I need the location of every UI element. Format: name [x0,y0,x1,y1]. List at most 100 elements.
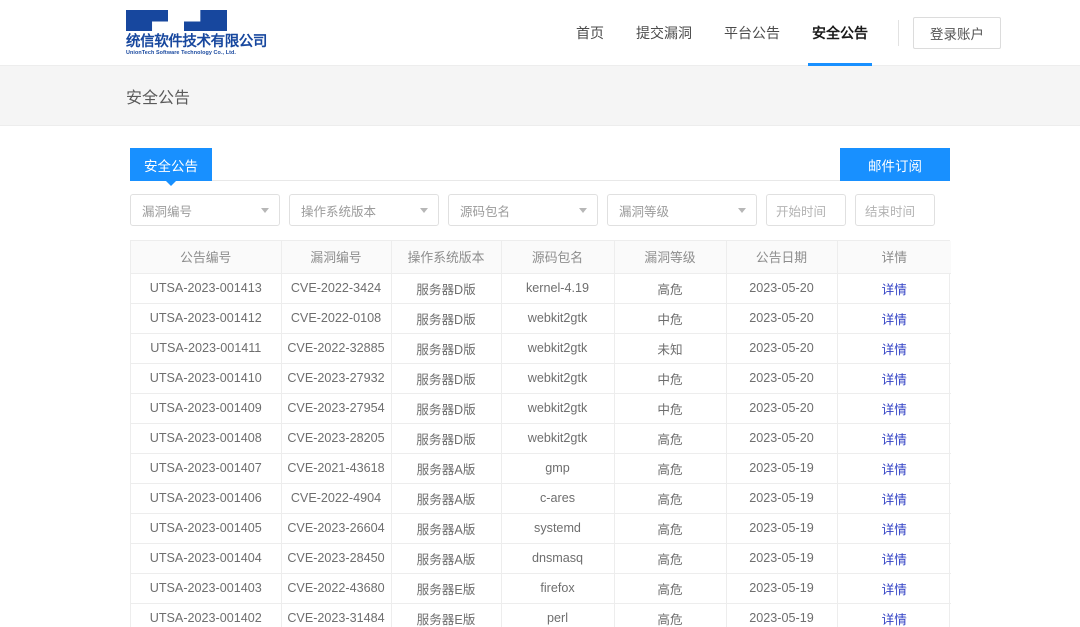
table-header-row: 公告编号 漏洞编号 操作系统版本 源码包名 漏洞等级 公告日期 详情 [131,241,951,274]
chevron-down-icon [420,208,428,213]
cell-severity: 未知 [614,333,727,364]
cell-date: 2023-05-20 [726,333,838,364]
company-logo[interactable]: 统信软件技术有限公司 UnionTech Software Technology… [126,8,267,58]
cell-notice-id: UTSA-2023-001413 [131,273,282,304]
column-header-package: 源码包名 [501,241,615,274]
nav-item-platform-notice[interactable]: 平台公告 [724,25,780,41]
cell-notice-id: UTSA-2023-001409 [131,393,282,424]
detail-link[interactable]: 详情 [881,522,907,537]
cell-notice-id: UTSA-2023-001410 [131,363,282,394]
filter-start-date-input[interactable]: 开始时间 [766,194,846,226]
detail-link[interactable]: 详情 [881,402,907,417]
cell-detail: 详情 [837,573,951,604]
cell-os-version: 服务器E版 [391,573,502,604]
tab-security-notice[interactable]: 安全公告 [130,148,212,186]
nav-item-submit-vulnerability[interactable]: 提交漏洞 [636,25,692,41]
nav-item-security-notice[interactable]: 安全公告 [796,0,884,66]
filter-select-severity[interactable]: 漏洞等级 [607,194,757,226]
cell-notice-id: UTSA-2023-001412 [131,303,282,334]
cell-package: webkit2gtk [501,363,615,394]
nav-item-home[interactable]: 首页 [576,25,604,41]
detail-link[interactable]: 详情 [881,432,907,447]
cell-date: 2023-05-19 [726,603,838,627]
cell-os-version: 服务器A版 [391,543,502,574]
cell-severity: 高危 [614,453,727,484]
cell-severity: 高危 [614,543,727,574]
cell-package: gmp [501,453,615,484]
table-header: 公告编号 漏洞编号 操作系统版本 源码包名 漏洞等级 公告日期 详情 [131,241,951,274]
cell-notice-id: UTSA-2023-001408 [131,423,282,454]
cell-os-version: 服务器D版 [391,333,502,364]
nav-divider [898,20,899,46]
cell-cve: CVE-2022-0108 [281,303,392,334]
cell-severity: 高危 [614,603,727,627]
cell-notice-id: UTSA-2023-001406 [131,483,282,514]
detail-link[interactable]: 详情 [881,462,907,477]
cell-notice-id: UTSA-2023-001411 [131,333,282,364]
filter-select-os-version[interactable]: 操作系统版本 [289,194,439,226]
column-header-cve: 漏洞编号 [281,241,392,274]
filter-select-source-package-label: 源码包名 [460,204,511,219]
site-header: 统信软件技术有限公司 UnionTech Software Technology… [0,0,1080,66]
cell-date: 2023-05-19 [726,513,838,544]
filter-select-severity-label: 漏洞等级 [619,204,670,219]
detail-link[interactable]: 详情 [881,312,907,327]
chevron-down-icon [579,208,587,213]
security-notice-table: 公告编号 漏洞编号 操作系统版本 源码包名 漏洞等级 公告日期 详情 UTSA-… [131,241,951,627]
cell-package: c-ares [501,483,615,514]
cell-package: webkit2gtk [501,423,615,454]
detail-link[interactable]: 详情 [881,372,907,387]
cell-cve: CVE-2023-28450 [281,543,392,574]
cell-os-version: 服务器A版 [391,483,502,514]
chevron-down-icon [738,208,746,213]
filter-bar: 漏洞编号 操作系统版本 源码包名 漏洞等级 开始时间 结束时间 [130,194,950,226]
toolbar: 安全公告 邮件订阅 [130,148,950,186]
table-row: UTSA-2023-001407 CVE-2021-43618 服务器A版 gmp 高危… [131,453,951,484]
cell-cve: CVE-2023-27954 [281,393,392,424]
filter-select-source-package[interactable]: 源码包名 [448,194,598,226]
cell-detail: 详情 [837,333,951,364]
detail-link[interactable]: 详情 [881,492,907,507]
cell-cve: CVE-2022-32885 [281,333,392,364]
table-row: UTSA-2023-001405 CVE-2023-26604 服务器A版 syste… [131,513,951,544]
table-body: UTSA-2023-001413 CVE-2022-3424 服务器D版 kernel… [131,273,951,627]
cell-os-version: 服务器D版 [391,363,502,394]
cell-package: dnsmasq [501,543,615,574]
logo-company-name-cn: 统信软件技术有限公司 [126,34,267,50]
detail-link[interactable]: 详情 [881,612,907,627]
detail-link[interactable]: 详情 [881,282,907,297]
cell-cve: CVE-2023-28205 [281,423,392,454]
content-area: 安全公告 邮件订阅 漏洞编号 操作系统版本 源码包名 漏洞等级 开始时间 结束时… [0,126,1080,627]
table-row: UTSA-2023-001410 CVE-2023-27932 服务器D版 webki… [131,363,951,394]
cell-package: kernel-4.19 [501,273,615,304]
column-header-os-version: 操作系统版本 [391,241,502,274]
cell-date: 2023-05-19 [726,543,838,574]
table-row: UTSA-2023-001404 CVE-2023-28450 服务器A版 dnsma… [131,543,951,574]
email-subscribe-button[interactable]: 邮件订阅 [840,148,950,181]
cell-os-version: 服务器A版 [391,453,502,484]
cell-date: 2023-05-20 [726,363,838,394]
detail-link[interactable]: 详情 [881,582,907,597]
filter-end-date-input[interactable]: 结束时间 [855,194,935,226]
cell-detail: 详情 [837,423,951,454]
column-header-date: 公告日期 [726,241,838,274]
cell-severity: 高危 [614,423,727,454]
cell-os-version: 服务器E版 [391,603,502,627]
filter-select-vulnerability-id[interactable]: 漏洞编号 [130,194,280,226]
detail-link[interactable]: 详情 [881,552,907,567]
cell-package: systemd [501,513,615,544]
cell-date: 2023-05-20 [726,393,838,424]
detail-link[interactable]: 详情 [881,342,907,357]
cell-detail: 详情 [837,303,951,334]
logo-block-right-icon [184,10,227,31]
cell-cve: CVE-2023-27932 [281,363,392,394]
cell-cve: CVE-2021-43618 [281,453,392,484]
table-row: UTSA-2023-001403 CVE-2022-43680 服务器E版 firef… [131,573,951,604]
logo-company-name-en: UnionTech Software Technology Co., Ltd. [126,50,237,56]
cell-package: perl [501,603,615,627]
filter-select-vulnerability-id-label: 漏洞编号 [142,204,193,219]
cell-package: webkit2gtk [501,393,615,424]
login-button[interactable]: 登录账户 [913,17,1001,49]
cell-severity: 中危 [614,303,727,334]
column-header-detail: 详情 [837,241,951,274]
